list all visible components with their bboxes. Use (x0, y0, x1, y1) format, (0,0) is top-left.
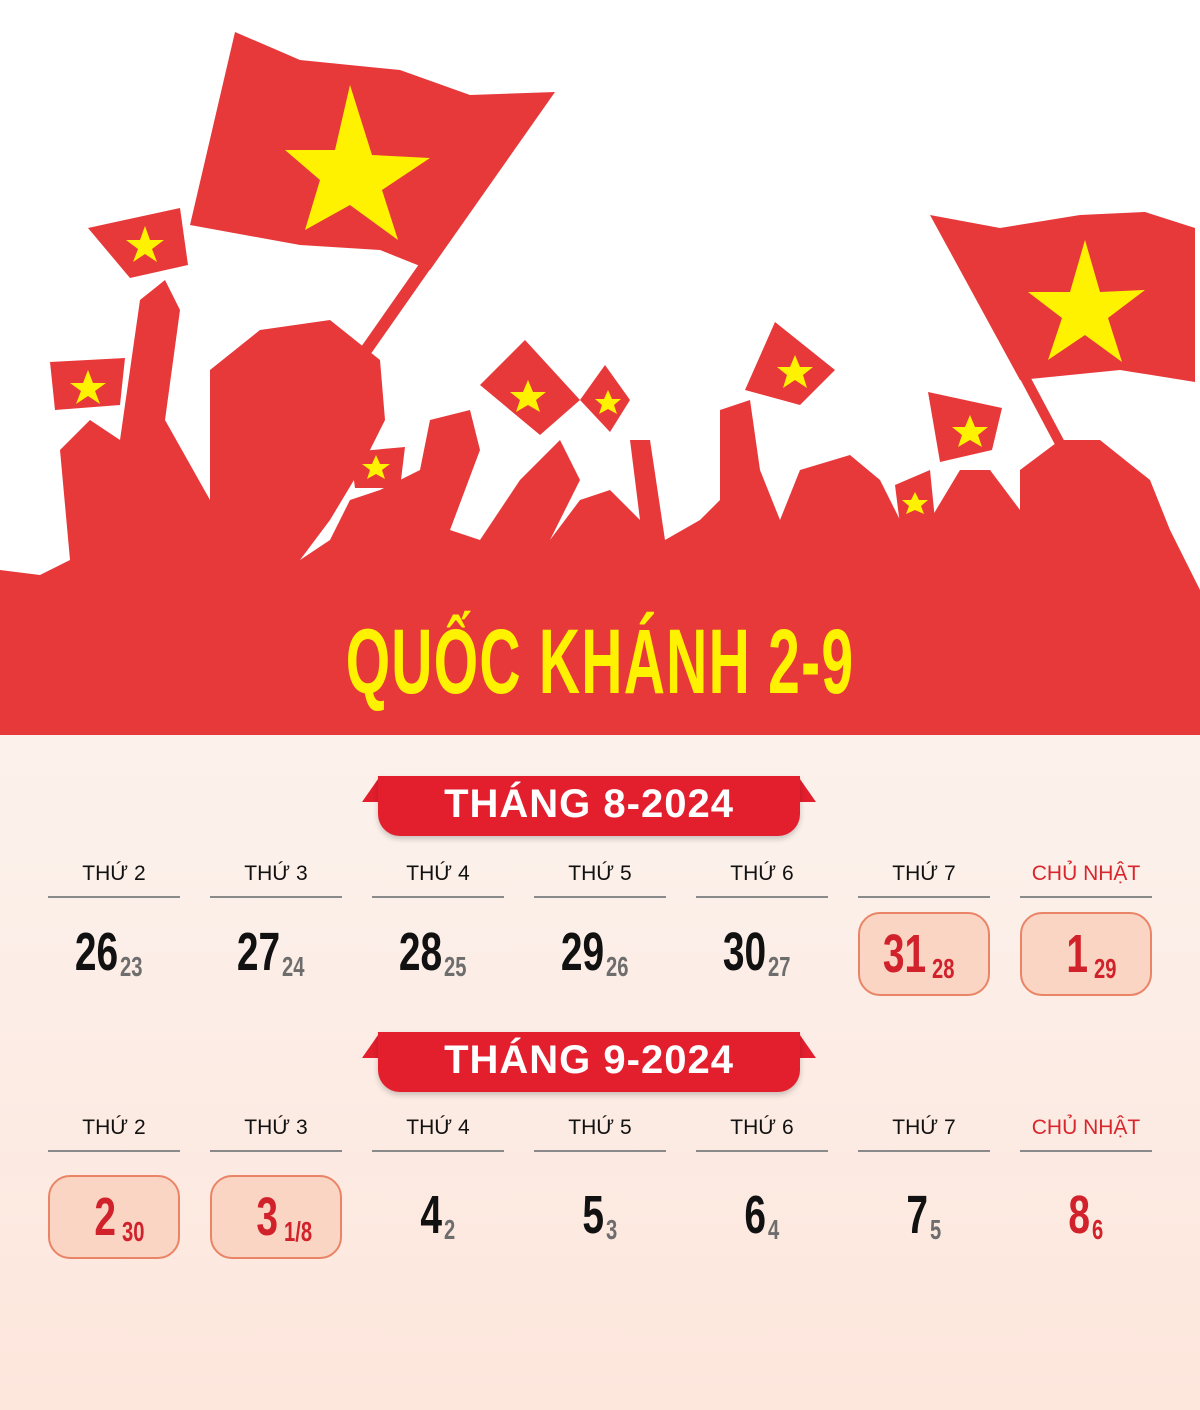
weekday-header: CHỦ NHẬT (1020, 1116, 1152, 1152)
solar-date: 6 (744, 1185, 766, 1245)
lunar-date: 1/8 (284, 1216, 313, 1247)
lunar-date: 24 (282, 951, 305, 982)
month-banner: THÁNG 9-2024 (362, 1032, 816, 1094)
weekday-header: THỨ 7 (858, 1116, 990, 1152)
weekday-header: THỨ 7 (858, 862, 990, 898)
day-cell: 29 26 (534, 912, 666, 996)
weekday-header: THỨ 2 (48, 862, 180, 898)
hero-illustration: QUỐC KHÁNH 2-9 (0, 32, 1200, 735)
solar-date: 28 (398, 922, 442, 982)
solar-date: 2 (94, 1187, 116, 1247)
holiday-day-cell: 3 1/8 (210, 1175, 342, 1259)
lunar-date: 30 (122, 1216, 145, 1247)
weekday-header: THỨ 6 (696, 862, 828, 898)
holiday-day-cell: 31 28 (858, 912, 990, 996)
weekday-header: THỨ 3 (210, 1116, 342, 1152)
solar-date: 3 (256, 1187, 278, 1247)
day-cell: 30 27 (696, 912, 828, 996)
month-title: THÁNG 8-2024 (444, 782, 734, 826)
solar-date: 26 (74, 922, 118, 982)
crowd-with-flags-illustration (0, 32, 1200, 735)
solar-date: 7 (906, 1185, 928, 1245)
holiday-day-cell: 2 30 (48, 1175, 180, 1259)
lunar-date: 27 (768, 951, 791, 982)
lunar-date: 29 (1094, 953, 1117, 984)
weekday-header: THỨ 5 (534, 862, 666, 898)
month-title: THÁNG 9-2024 (444, 1038, 734, 1082)
weekday-header: THỨ 3 (210, 862, 342, 898)
solar-date: 1 (1066, 924, 1088, 984)
weekday-header: THỨ 5 (534, 1116, 666, 1152)
holiday-day-cell: 1 29 (1020, 912, 1152, 996)
weekday-header: CHỦ NHẬT (1020, 862, 1152, 898)
lunar-date: 3 (606, 1214, 618, 1245)
lunar-date: 2 (444, 1214, 456, 1245)
day-cell: 26 23 (48, 912, 180, 996)
day-cell: 27 24 (210, 912, 342, 996)
month-banner: THÁNG 8-2024 (362, 776, 816, 838)
solar-date: 30 (722, 922, 766, 982)
lunar-date: 23 (120, 951, 143, 982)
solar-date: 27 (236, 922, 280, 982)
solar-date: 4 (420, 1185, 442, 1245)
solar-date: 31 (882, 924, 926, 984)
solar-date: 8 (1068, 1185, 1090, 1245)
weekday-header: THỨ 4 (372, 862, 504, 898)
weekday-header: THỨ 2 (48, 1116, 180, 1152)
lunar-date: 4 (768, 1214, 780, 1245)
weekday-header: THỨ 4 (372, 1116, 504, 1152)
lunar-date: 6 (1092, 1214, 1104, 1245)
lunar-date: 25 (444, 951, 467, 982)
page-title: QUỐC KHÁNH 2-9 (345, 611, 855, 713)
solar-date: 29 (560, 922, 604, 982)
lunar-date: 26 (606, 951, 629, 982)
weekday-header: THỨ 6 (696, 1116, 828, 1152)
solar-date: 5 (582, 1185, 604, 1245)
lunar-date: 5 (930, 1214, 942, 1245)
lunar-date: 28 (932, 953, 955, 984)
day-cell: 28 25 (372, 912, 504, 996)
